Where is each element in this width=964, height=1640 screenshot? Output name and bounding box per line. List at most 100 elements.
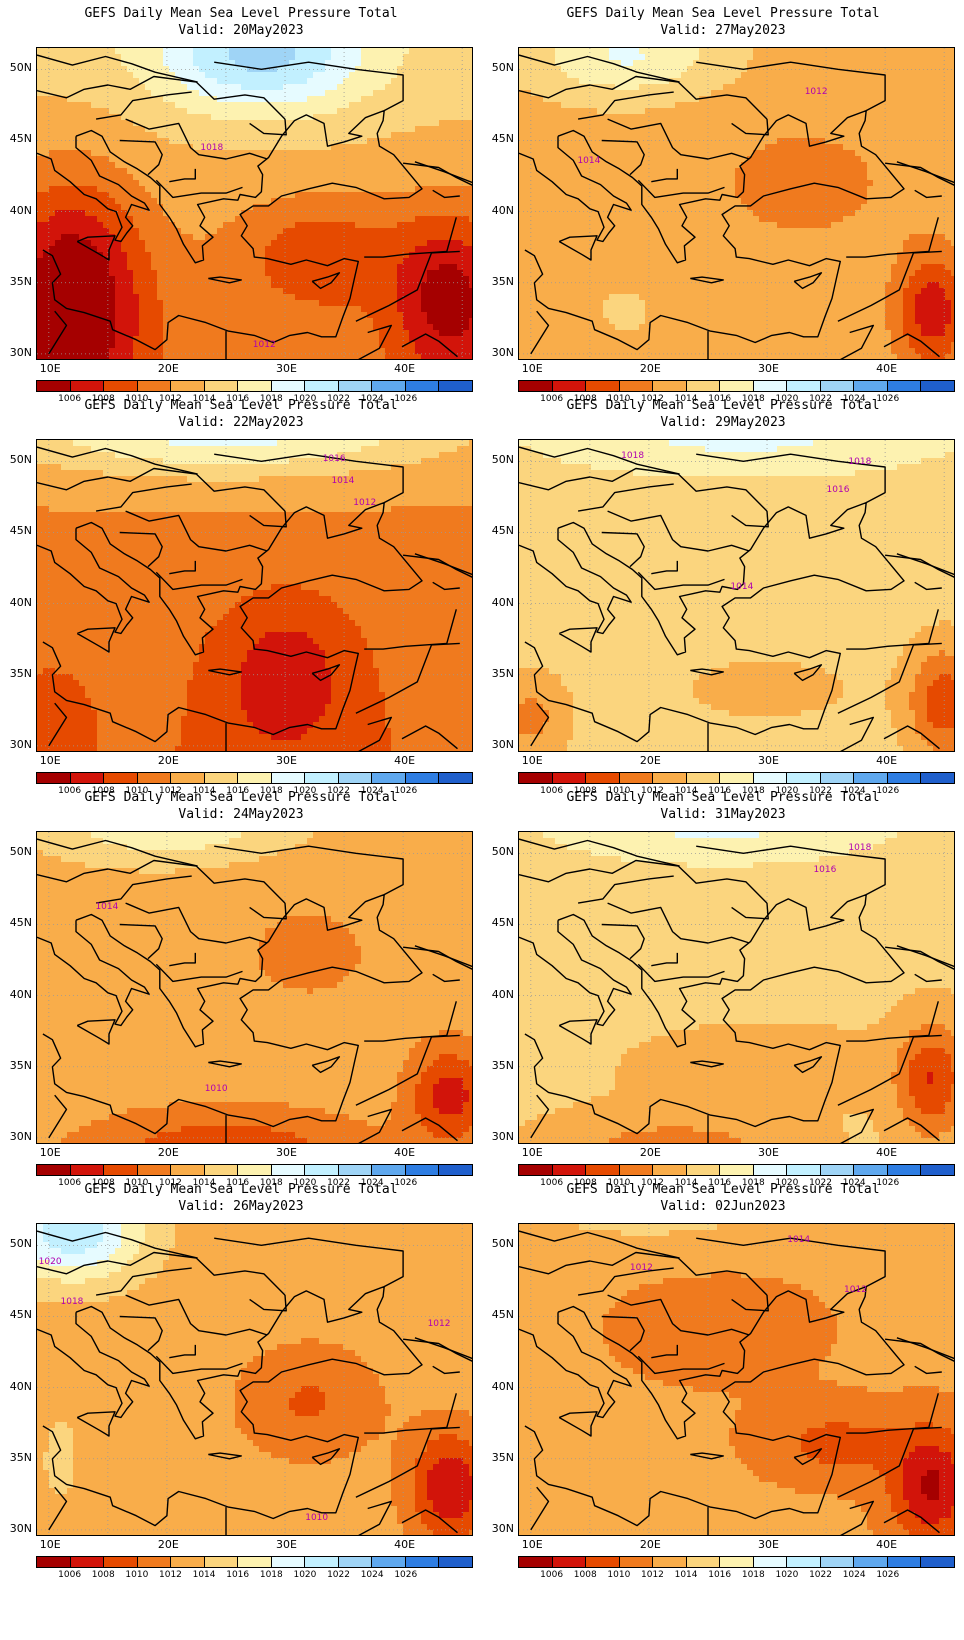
colorbar-swatch — [305, 381, 339, 391]
coastlines — [519, 1230, 954, 1535]
lat-tick-label: 30N — [0, 1130, 32, 1143]
graticule — [37, 1224, 472, 1535]
contour-label: 1014 — [331, 476, 354, 486]
contour-label: 1014 — [577, 156, 600, 166]
contour-label: 1020 — [39, 1257, 62, 1267]
colorbar-label: 1008 — [574, 1178, 597, 1188]
lat-tick-label: 40N — [0, 204, 32, 217]
lon-tick-label: 10E — [40, 1146, 61, 1159]
colorbar-swatch — [405, 1557, 440, 1567]
pressure-map — [37, 440, 472, 751]
colorbar-swatch — [104, 1557, 138, 1567]
lat-tick-label: 40N — [0, 1380, 32, 1393]
colorbar-labels: 1006 1008 1010 1012 1014 1016 1018 1020 1022 1024… — [518, 1570, 955, 1582]
colorbar-swatch — [338, 1557, 373, 1567]
colorbar-label: 1026 — [876, 786, 899, 796]
coastlines — [519, 446, 954, 751]
colorbar-label: 1020 — [775, 1178, 798, 1188]
contour-label: 1018 — [621, 451, 644, 461]
colorbar-swatch — [519, 1557, 553, 1567]
colorbar-swatch — [653, 1165, 687, 1175]
pressure-map — [519, 440, 954, 751]
colorbar-swatch — [619, 773, 654, 783]
lat-tick-label: 35N — [0, 1059, 32, 1072]
coastlines — [37, 1230, 472, 1535]
map-panel: GEFS Daily Mean Sea Level Pressure Total… — [482, 784, 964, 1194]
colorbar-swatch — [305, 1165, 339, 1175]
colorbar-label: 1018 — [260, 394, 283, 404]
lat-tick-label: 40N — [0, 988, 32, 1001]
lat-tick-label: 30N — [482, 346, 514, 359]
contour-label: 1018 — [61, 1297, 84, 1307]
colorbar-swatch — [787, 1165, 821, 1175]
colorbar-swatch — [204, 1165, 239, 1175]
colorbar — [36, 380, 473, 392]
colorbar-swatch — [405, 381, 440, 391]
colorbar-swatch — [104, 381, 138, 391]
colorbar-swatch — [137, 773, 172, 783]
colorbar-swatch — [372, 381, 406, 391]
panel-valid-date: Valid: 20May2023 — [0, 22, 482, 39]
colorbar-label: 1020 — [293, 394, 316, 404]
colorbar-swatch — [720, 381, 754, 391]
colorbar-label: 1016 — [226, 786, 249, 796]
lat-tick-label: 45N — [482, 132, 514, 145]
colorbar-swatch — [137, 1557, 172, 1567]
graticule — [519, 48, 954, 359]
contour-label: 1014 — [787, 1235, 810, 1245]
map-frame: 1018 1018 1016 1014 — [518, 439, 955, 752]
lon-tick-label: 40E — [394, 1146, 415, 1159]
contour-label: 1018 — [200, 143, 223, 153]
lat-tick-label: 40N — [0, 596, 32, 609]
colorbar-label: 1022 — [809, 1570, 832, 1580]
colorbar-swatch — [921, 381, 954, 391]
colorbar-swatch — [37, 1557, 71, 1567]
colorbar-label: 1006 — [540, 394, 563, 404]
panel-valid-date: Valid: 31May2023 — [482, 806, 964, 823]
lat-tick-label: 50N — [0, 61, 32, 74]
colorbar-swatch — [720, 773, 754, 783]
colorbar-label: 1024 — [843, 1570, 866, 1580]
colorbar-label: 1014 — [193, 786, 216, 796]
colorbar-label: 1014 — [193, 1178, 216, 1188]
colorbar-label: 1016 — [708, 786, 731, 796]
colorbar-swatch — [820, 381, 855, 391]
lon-tick-label: 30E — [276, 1146, 297, 1159]
colorbar-label: 1020 — [775, 1570, 798, 1580]
colorbar-label: 1016 — [708, 1570, 731, 1580]
colorbar-label: 1022 — [809, 394, 832, 404]
colorbar-label: 1024 — [361, 1570, 384, 1580]
lat-tick-label: 50N — [482, 61, 514, 74]
colorbar-label: 1010 — [607, 394, 630, 404]
lat-tick-label: 45N — [482, 1308, 514, 1321]
panel-valid-date: Valid: 27May2023 — [482, 22, 964, 39]
map-panel: GEFS Daily Mean Sea Level Pressure Total… — [482, 1176, 964, 1586]
colorbar-swatch — [204, 773, 239, 783]
colorbar-label: 1016 — [226, 1570, 249, 1580]
pressure-fill — [37, 440, 472, 751]
colorbar-swatch — [686, 773, 721, 783]
lon-tick-label: 40E — [876, 754, 897, 767]
colorbar-swatch — [787, 1557, 821, 1567]
colorbar-label: 1008 — [92, 394, 115, 404]
lat-tick-label: 40N — [482, 204, 514, 217]
colorbar-label: 1018 — [742, 1178, 765, 1188]
colorbar-swatch — [137, 1165, 172, 1175]
lat-tick-label: 30N — [482, 738, 514, 751]
colorbar-swatch — [171, 1165, 205, 1175]
colorbar-swatch — [271, 381, 306, 391]
lon-tick-label: 40E — [394, 754, 415, 767]
colorbar-label: 1014 — [675, 1570, 698, 1580]
colorbar-swatch — [619, 1557, 654, 1567]
colorbar-label: 1014 — [675, 394, 698, 404]
colorbar-swatch — [519, 381, 553, 391]
graticule — [37, 440, 472, 751]
colorbar-swatch — [519, 1165, 553, 1175]
lat-tick-label: 50N — [482, 453, 514, 466]
colorbar-label: 1026 — [394, 786, 417, 796]
colorbar-swatch — [753, 773, 788, 783]
colorbar-swatch — [37, 381, 71, 391]
colorbar-label: 1020 — [293, 1178, 316, 1188]
colorbar-swatch — [70, 1165, 105, 1175]
lat-tick-label: 50N — [482, 1237, 514, 1250]
